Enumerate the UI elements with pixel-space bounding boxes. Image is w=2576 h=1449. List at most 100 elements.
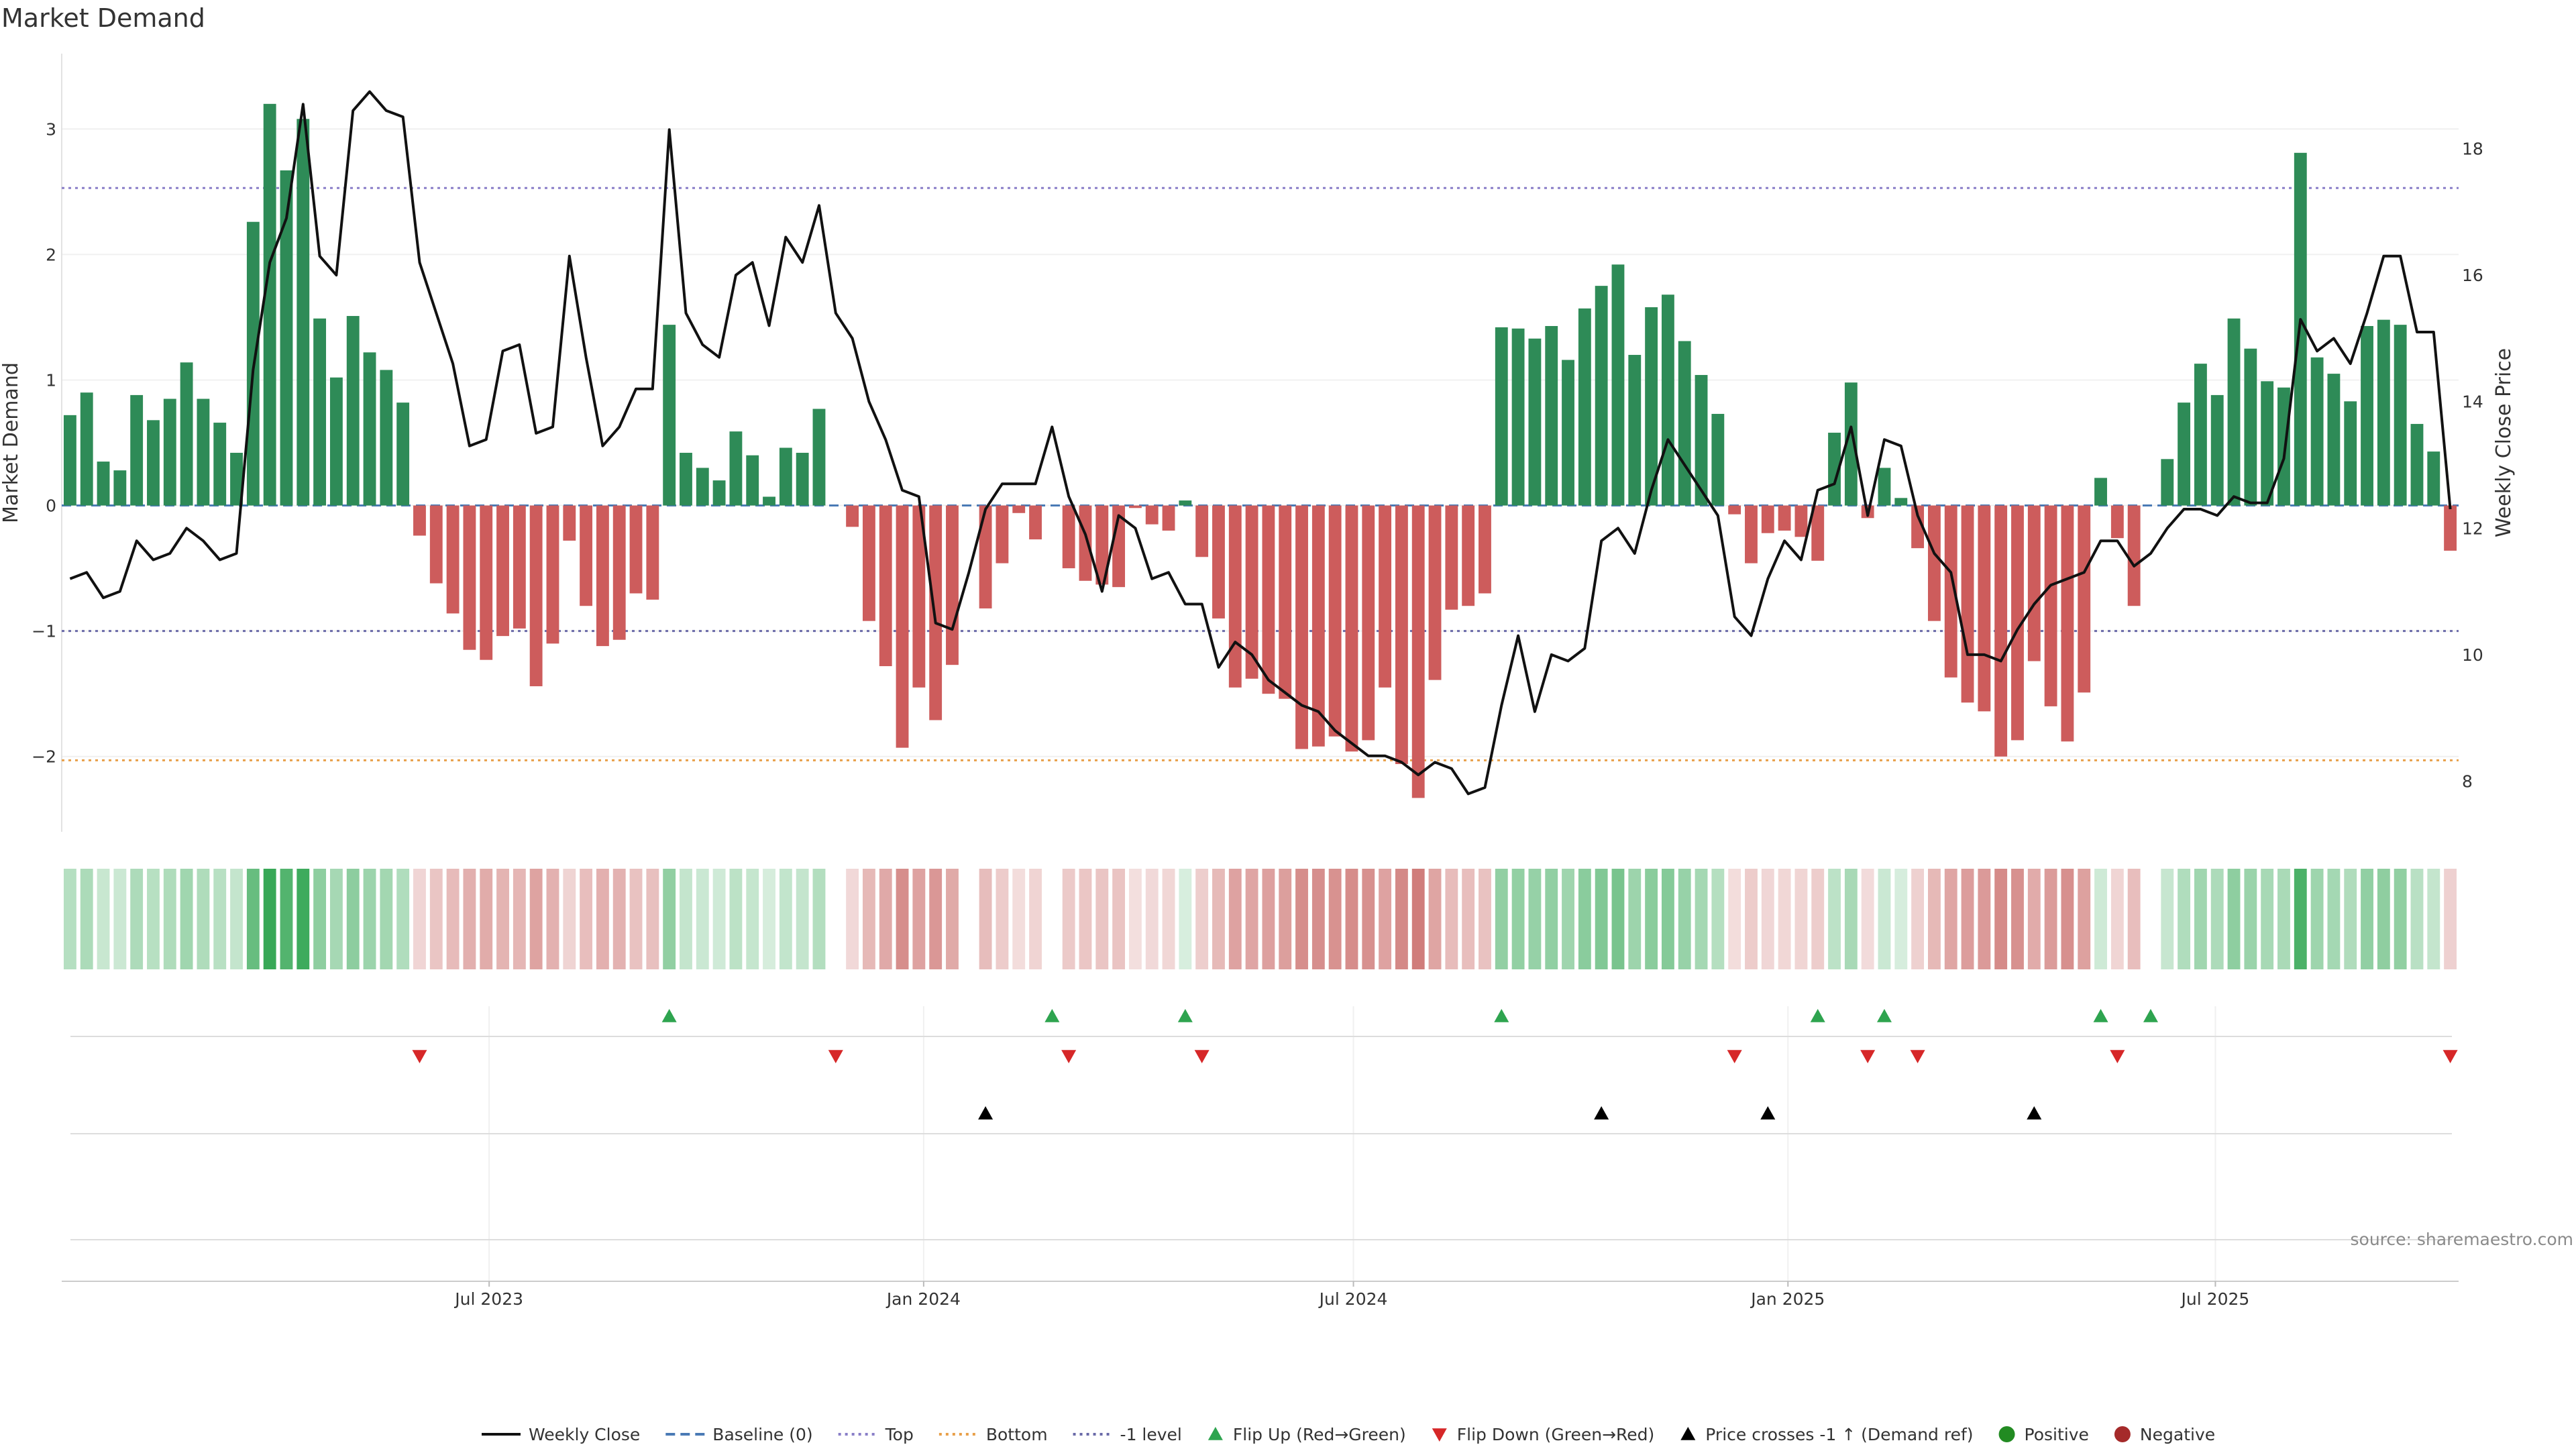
demand-bar [1079,505,1092,581]
demand-bar [396,402,410,506]
heat-strip-cell [812,869,826,969]
heat-strip-cell [97,869,110,969]
heat-strip-cell [230,869,243,969]
demand-bar [1961,505,1974,703]
heat-strip-cell [546,869,559,969]
demand-bar [1578,308,1591,506]
heat-strip-cell [346,869,360,969]
demand-bar [2127,505,2141,606]
price-cross-marker [2027,1106,2042,1120]
heat-strip-cell [80,869,93,969]
y2-tick-label: 14 [2462,392,2483,412]
heat-strip-cell [1878,869,1891,969]
heat-strip-cell [413,869,426,969]
heat-strip-cell [2427,869,2440,969]
demand-bar [1411,505,1425,798]
flip-up-marker [1876,1009,1892,1022]
demand-bar [2161,459,2174,506]
heat-strip-cell [1395,869,1408,969]
demand-bar [413,505,426,536]
heat-strip-cell [463,869,476,969]
heat-strip-cell [1528,869,1542,969]
demand-bar [463,505,476,650]
y-tick-label: −1 [32,622,56,641]
heat-strip-cell [2327,869,2341,969]
demand-bar [2194,364,2207,506]
x-tick-labels: Jul 2023 Jan 2024 Jul 2024 Jan 2025 Jul 2025 [453,1281,2249,1309]
demand-bar [1894,498,1908,506]
y2-tick-label: 8 [2462,772,2473,792]
demand-bar [629,505,643,594]
heat-strip-cell [2444,869,2457,969]
heat-strip-cell [130,869,144,969]
demand-bar [2261,381,2274,506]
heat-strip-cell [2344,869,2357,969]
heat-strip-cell [1145,869,1159,969]
demand-bar [429,505,443,584]
heat-strip-cell [1311,869,1325,969]
demand-bar [1012,505,1026,513]
demand-bar [1128,505,1142,508]
heat-strip-cell [846,869,859,969]
demand-bar [1994,505,2008,757]
legend-label: Top [885,1425,914,1444]
demand-bar [1678,341,1691,506]
legend-item: Baseline (0) [665,1425,813,1444]
demand-bar [80,392,93,506]
heat-strip-cell [2194,869,2207,969]
heat-strip-cell [1411,869,1425,969]
demand-bar [1362,505,1375,741]
heat-strip-cell [2377,869,2390,969]
demand-bar [612,505,626,640]
demand-bar [680,452,692,506]
heat-strip-cell [1328,869,1342,969]
flip-down-marker [2443,1050,2458,1063]
demand-bar [746,455,759,506]
flip-down-marker [1061,1050,1077,1063]
demand-bar [2410,423,2424,506]
heat-strip-cell [1828,869,1841,969]
demand-bar [663,325,676,506]
demand-bar [1545,326,1558,506]
demand-bar [1195,505,1209,557]
demand-bar [1495,327,1508,506]
legend-swatch [1208,1427,1223,1440]
demand-bar [346,316,360,506]
demand-bar [580,505,593,606]
demand-bar [2277,387,2290,506]
heat-strip-cell [1162,869,1175,969]
demand-bar [1345,505,1358,752]
demand-bar [180,362,193,506]
heat-strip-cell [1927,869,1941,969]
y-tick-label: 3 [46,119,56,139]
demand-bar [1728,505,1741,515]
demand-bar [1328,505,1342,737]
demand-bar [1927,505,1941,621]
heat-strip-cell [729,869,743,969]
heat-strip-cell [1578,869,1591,969]
heat-strip-cell [380,869,393,969]
heat-strip-cell [1894,869,1908,969]
heat-strip-cell [313,869,327,969]
heat-strip-cell [612,869,626,969]
heat-strip-cell [1428,869,1442,969]
heat-strip-cell [1062,869,1075,969]
demand-bar [147,420,160,506]
x-tick-label: Jul 2025 [2180,1289,2250,1309]
x-tick-label: Jan 2024 [885,1289,961,1309]
chart-title: Market Demand [1,3,205,33]
demand-bar [1379,505,1392,688]
heat-strip-cell [2361,869,2373,969]
flip-down-marker [412,1050,427,1063]
demand-bar [529,505,543,686]
heat-strip-cell [2277,869,2290,969]
heat-strip-cell [2261,869,2274,969]
heat-strip-cell [263,869,276,969]
demand-bar [1279,505,1292,699]
heat-strip-cell [1778,869,1791,969]
heat-strip-cell [2394,869,2407,969]
y-tick-label: 0 [46,496,56,516]
x-tick-label: Jul 2023 [453,1289,523,1309]
demand-bar [1645,307,1658,506]
demand-bar [480,505,493,660]
